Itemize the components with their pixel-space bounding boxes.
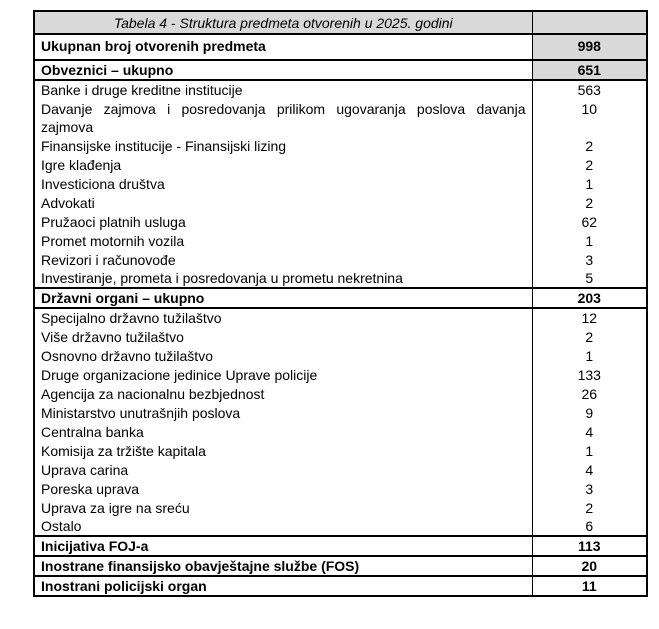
table-row: Ministarstvo unutrašnjih poslova 9 bbox=[33, 403, 648, 422]
row-value: 11 bbox=[531, 575, 648, 597]
table-row: Revizori i računovođe 3 bbox=[33, 250, 648, 269]
table-row: Ostalo 6 bbox=[33, 517, 648, 536]
row-label: Više državno tužilaštvo bbox=[33, 327, 533, 346]
table-row: Državni organi – ukupno 203 bbox=[33, 287, 648, 309]
row-label: Promet motornih vozila bbox=[33, 231, 533, 250]
row-value: 2 bbox=[531, 498, 648, 517]
row-label: Tabela 4 - Struktura predmeta otvorenih … bbox=[33, 11, 533, 35]
row-value: 1 bbox=[531, 231, 648, 250]
row-value: 62 bbox=[531, 212, 648, 231]
table-row: Obveznici – ukupno 651 bbox=[33, 59, 648, 81]
row-label: Inostrane finansijsko obavještajne služb… bbox=[33, 555, 533, 577]
row-value: 10 bbox=[531, 99, 648, 136]
row-label: Revizori i računovođe bbox=[33, 250, 533, 269]
table-row: Uprava za igre na sreću 2 bbox=[33, 498, 648, 517]
row-value: 26 bbox=[531, 384, 648, 403]
row-value: 998 bbox=[531, 34, 648, 61]
row-label: Poreska uprava bbox=[33, 479, 533, 498]
row-value: 113 bbox=[531, 535, 648, 557]
table-row: Banke i druge kreditne institucije 563 bbox=[33, 80, 648, 99]
table-row: Agencija za nacionalnu bezbjednost 26 bbox=[33, 384, 648, 403]
row-label: Inicijativa FOJ-a bbox=[33, 535, 533, 557]
row-value: 1 bbox=[531, 174, 648, 193]
table-row: Finansijske institucije - Finansijski li… bbox=[33, 136, 648, 155]
row-label: Pružaoci platnih usluga bbox=[33, 212, 533, 231]
row-value: 4 bbox=[531, 422, 648, 441]
table-row: Uprava carina 4 bbox=[33, 460, 648, 479]
table-row: Specijalno državno tužilaštvo 12 bbox=[33, 308, 648, 327]
table-row: Tabela 4 - Struktura predmeta otvorenih … bbox=[33, 11, 648, 35]
row-value: 9 bbox=[531, 403, 648, 422]
table-row: Inostrane finansijsko obavještajne služb… bbox=[33, 555, 648, 577]
table-row: Inicijativa FOJ-a 113 bbox=[33, 535, 648, 557]
table-body: Tabela 4 - Struktura predmeta otvorenih … bbox=[33, 11, 648, 597]
row-value: 563 bbox=[531, 80, 648, 99]
table-row: Više državno tužilaštvo 2 bbox=[33, 327, 648, 346]
table-row: Investiranje, prometa i posredovanja u p… bbox=[33, 269, 648, 288]
row-value: 1 bbox=[531, 346, 648, 365]
row-label: Uprava carina bbox=[33, 460, 533, 479]
row-label: Igre klađenja bbox=[33, 155, 533, 174]
row-value: 3 bbox=[531, 250, 648, 269]
row-label: Finansijske institucije - Finansijski li… bbox=[33, 136, 533, 155]
row-value bbox=[531, 11, 648, 35]
row-value: 2 bbox=[531, 327, 648, 346]
table-row: Pružaoci platnih usluga 62 bbox=[33, 212, 648, 231]
row-value: 2 bbox=[531, 155, 648, 174]
table-row: Igre klađenja 2 bbox=[33, 155, 648, 174]
table-row: Druge organizacione jedinice Uprave poli… bbox=[33, 365, 648, 384]
row-label: Advokati bbox=[33, 193, 533, 212]
row-label: Investiranje, prometa i posredovanja u p… bbox=[33, 269, 533, 288]
row-value: 203 bbox=[531, 287, 648, 309]
row-label: Inostrani policijski organ bbox=[33, 575, 533, 597]
table-row: Promet motornih vozila 1 bbox=[33, 231, 648, 250]
row-label: Investiciona društva bbox=[33, 174, 533, 193]
table-row: Inostrani policijski organ 11 bbox=[33, 575, 648, 597]
table-row: Osnovno državno tužilaštvo 1 bbox=[33, 346, 648, 365]
row-value: 3 bbox=[531, 479, 648, 498]
table-row: Ukupnan broj otvorenih predmeta 998 bbox=[33, 34, 648, 61]
table-row: Investiciona društva 1 bbox=[33, 174, 648, 193]
row-label: Centralna banka bbox=[33, 422, 533, 441]
table-row: Centralna banka 4 bbox=[33, 422, 648, 441]
row-label: Ukupnan broj otvorenih predmeta bbox=[33, 34, 533, 61]
row-value: 6 bbox=[531, 517, 648, 536]
row-label: Banke i druge kreditne institucije bbox=[33, 80, 533, 99]
row-label: Osnovno državno tužilaštvo bbox=[33, 346, 533, 365]
row-value: 651 bbox=[531, 59, 648, 81]
row-label: Uprava za igre na sreću bbox=[33, 498, 533, 517]
row-label: Državni organi – ukupno bbox=[33, 287, 533, 309]
row-label: Ostalo bbox=[33, 517, 533, 536]
table-row: Poreska uprava 3 bbox=[33, 479, 648, 498]
table-row: Komisija za tržište kapitala 1 bbox=[33, 441, 648, 460]
row-value: 12 bbox=[531, 308, 648, 327]
row-value: 133 bbox=[531, 365, 648, 384]
row-label: Komisija za tržište kapitala bbox=[33, 441, 533, 460]
table-row: Advokati 2 bbox=[33, 193, 648, 212]
row-value: 20 bbox=[531, 555, 648, 577]
row-label: Druge organizacione jedinice Uprave poli… bbox=[33, 365, 533, 384]
row-label: Specijalno državno tužilaštvo bbox=[33, 308, 533, 327]
structure-table: Tabela 4 - Struktura predmeta otvorenih … bbox=[33, 10, 648, 597]
table-row: Davanje zajmova i posredovanja prilikom … bbox=[33, 99, 648, 136]
row-value: 5 bbox=[531, 269, 648, 288]
row-label: Ministarstvo unutrašnjih poslova bbox=[33, 403, 533, 422]
row-value: 2 bbox=[531, 193, 648, 212]
row-value: 4 bbox=[531, 460, 648, 479]
row-label: Agencija za nacionalnu bezbjednost bbox=[33, 384, 533, 403]
row-label: Obveznici – ukupno bbox=[33, 59, 533, 81]
row-value: 1 bbox=[531, 441, 648, 460]
row-value: 2 bbox=[531, 136, 648, 155]
row-label: Davanje zajmova i posredovanja prilikom … bbox=[33, 99, 533, 136]
